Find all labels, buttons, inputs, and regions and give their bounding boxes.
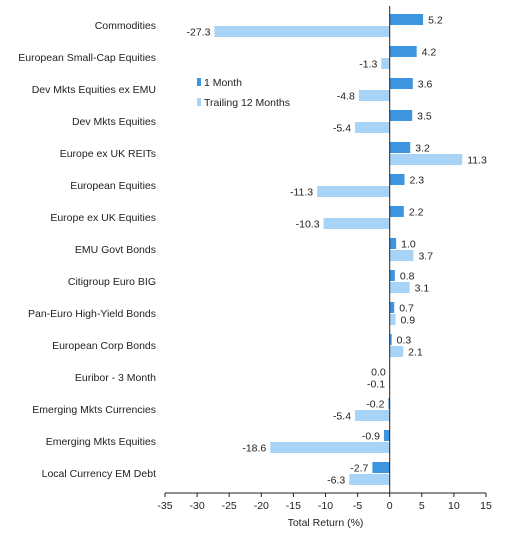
legend-swatch bbox=[197, 98, 201, 106]
x-tick-label: 10 bbox=[448, 500, 460, 512]
bar-trailing-12-months bbox=[323, 218, 390, 229]
data-label: -11.3 bbox=[290, 187, 313, 199]
x-tick-label: -35 bbox=[157, 500, 172, 512]
bar-trailing-12-months bbox=[355, 122, 390, 133]
bar-trailing-12-months bbox=[270, 442, 390, 453]
category-label: Emerging Mkts Equities bbox=[46, 436, 156, 448]
bar-trailing-12-months bbox=[389, 154, 463, 165]
category-label: EMU Govt Bonds bbox=[75, 244, 156, 256]
data-label: 0.0 bbox=[371, 367, 386, 379]
data-label: 3.1 bbox=[415, 283, 430, 295]
bar-1-month bbox=[389, 142, 411, 153]
data-label: 3.2 bbox=[415, 143, 430, 155]
bar-1-month bbox=[383, 430, 390, 441]
data-label: 1.0 bbox=[401, 239, 416, 251]
data-label: 0.9 bbox=[400, 315, 415, 327]
bar-1-month bbox=[389, 110, 413, 121]
legend-label: 1 Month bbox=[204, 77, 242, 89]
data-label: -10.3 bbox=[296, 219, 320, 231]
x-tick-label: -30 bbox=[190, 500, 205, 512]
bar-trailing-12-months bbox=[389, 346, 404, 357]
data-label: -0.9 bbox=[362, 431, 380, 443]
category-label: Local Currency EM Debt bbox=[42, 468, 156, 480]
x-tick-label: -20 bbox=[254, 500, 269, 512]
category-labels: Commodities European Small-Cap Equities De… bbox=[18, 20, 156, 480]
data-label: -5.4 bbox=[333, 411, 351, 423]
data-label: 11.3 bbox=[467, 155, 487, 167]
data-label: 2.2 bbox=[409, 207, 424, 219]
data-label: 5.2 bbox=[428, 15, 443, 27]
bar-1-month bbox=[389, 334, 392, 345]
category-label: Commodities bbox=[95, 20, 156, 32]
bar-1-month bbox=[389, 238, 397, 249]
data-label: -18.6 bbox=[242, 443, 266, 455]
bars-layer bbox=[214, 14, 463, 485]
category-label: Pan-Euro High-Yield Bonds bbox=[28, 308, 156, 320]
bar-trailing-12-months bbox=[214, 26, 390, 37]
x-tick-label: -5 bbox=[353, 500, 362, 512]
data-label: -4.8 bbox=[337, 91, 355, 103]
data-label: 3.7 bbox=[418, 251, 433, 263]
bar-trailing-12-months bbox=[389, 314, 396, 325]
bar-trailing-12-months bbox=[358, 90, 390, 101]
category-label: European Corp Bonds bbox=[52, 340, 156, 352]
bar-trailing-12-months bbox=[349, 474, 390, 485]
category-label: Euribor - 3 Month bbox=[75, 372, 156, 384]
bar-1-month bbox=[389, 270, 395, 281]
data-label: 4.2 bbox=[422, 47, 437, 59]
category-label: European Equities bbox=[70, 180, 156, 192]
x-tick-label: -10 bbox=[318, 500, 333, 512]
bar-1-month bbox=[389, 14, 424, 25]
category-label: Citigroup Euro BIG bbox=[68, 276, 156, 288]
legend: 1 Month Trailing 12 Months bbox=[197, 77, 290, 109]
bar-trailing-12-months bbox=[355, 410, 390, 421]
value-labels: 5.2 -27.3 4.2 -1.3 3.6 -4.8 3.5 -5.4 3.2 11.3 2.3 -… bbox=[186, 15, 487, 487]
data-label: -27.3 bbox=[186, 27, 210, 39]
data-label: 3.5 bbox=[417, 111, 432, 123]
bar-1-month bbox=[388, 398, 390, 409]
data-label: 0.8 bbox=[400, 271, 415, 283]
category-label: Europe ex UK REITs bbox=[60, 148, 156, 160]
bar-1-month bbox=[389, 302, 395, 313]
bar-1-month bbox=[389, 206, 404, 217]
bar-1-month bbox=[372, 462, 390, 473]
bar-1-month bbox=[389, 174, 405, 185]
x-tick-label: 5 bbox=[419, 500, 425, 512]
data-label: 0.3 bbox=[397, 335, 412, 347]
data-label: 2.3 bbox=[409, 175, 424, 187]
bar-1-month bbox=[389, 46, 417, 57]
x-tick-label: -15 bbox=[286, 500, 301, 512]
category-label: Europe ex UK Equities bbox=[50, 212, 156, 224]
bar-trailing-12-months bbox=[389, 250, 414, 261]
x-tick-label: -25 bbox=[222, 500, 237, 512]
data-label: 2.1 bbox=[408, 347, 423, 359]
x-tick-label: 15 bbox=[480, 500, 492, 512]
data-label: -5.4 bbox=[333, 123, 351, 135]
data-label: -0.2 bbox=[366, 399, 384, 411]
x-axis-title: Total Return (%) bbox=[288, 517, 364, 529]
bar-trailing-12-months bbox=[381, 58, 390, 69]
data-label: 0.7 bbox=[399, 303, 414, 315]
category-label: European Small-Cap Equities bbox=[18, 52, 156, 64]
bar-trailing-12-months bbox=[317, 186, 390, 197]
legend-swatch bbox=[197, 78, 201, 86]
bar-1-month bbox=[389, 78, 413, 89]
bar-trailing-12-months bbox=[389, 282, 410, 293]
data-label: -1.3 bbox=[359, 59, 377, 71]
category-label: Emerging Mkts Currencies bbox=[32, 404, 156, 416]
data-label: -6.3 bbox=[327, 475, 345, 487]
category-label: Dev Mkts Equities ex EMU bbox=[32, 84, 156, 96]
legend-label: Trailing 12 Months bbox=[204, 97, 290, 109]
data-label: 3.6 bbox=[418, 79, 433, 91]
data-label: -0.1 bbox=[367, 379, 385, 391]
x-axis: -35 -30 -25 -20 -15 -10 -5 0 5 10 15 bbox=[157, 492, 492, 512]
data-label: -2.7 bbox=[350, 463, 368, 475]
x-tick-label: 0 bbox=[387, 500, 393, 512]
category-label: Dev Mkts Equities bbox=[72, 116, 156, 128]
